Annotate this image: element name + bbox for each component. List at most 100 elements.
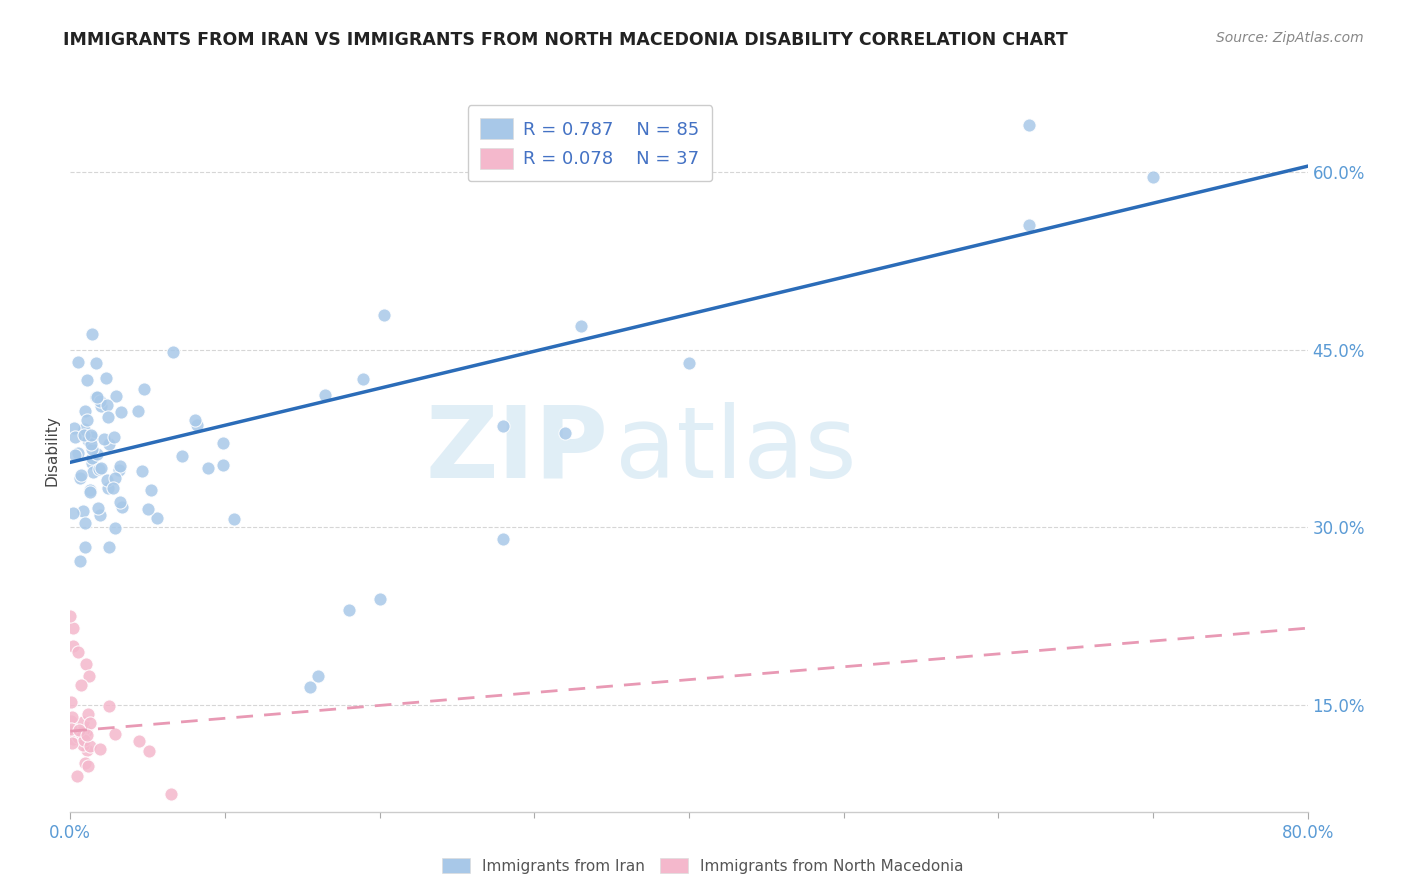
Point <box>84 356 107 370</box>
Point <box>66 446 89 460</box>
Point <box>84 390 107 404</box>
Point <box>67 645 90 659</box>
Point <box>86 447 108 461</box>
Point <box>1018 218 1040 232</box>
Point <box>62 732 84 747</box>
Point <box>59 609 82 624</box>
Point <box>67 723 90 737</box>
Legend: Immigrants from Iran, Immigrants from North Macedonia: Immigrants from Iran, Immigrants from No… <box>436 852 970 880</box>
Point <box>104 727 127 741</box>
Point <box>186 418 208 433</box>
Point <box>69 553 91 567</box>
Point <box>60 695 83 709</box>
Point <box>69 724 91 739</box>
Point <box>80 427 103 442</box>
Point <box>62 506 84 520</box>
Point <box>73 732 96 747</box>
Point <box>162 345 184 359</box>
Point <box>73 428 96 442</box>
Point <box>63 420 86 434</box>
Point <box>492 418 515 433</box>
Point <box>76 413 98 427</box>
Point <box>75 657 97 671</box>
Point <box>307 668 329 682</box>
Point <box>79 485 101 500</box>
Point <box>212 435 235 450</box>
Point <box>67 354 90 368</box>
Point <box>337 603 360 617</box>
Point <box>76 373 98 387</box>
Point <box>79 483 101 498</box>
Point <box>62 621 84 635</box>
Point <box>79 715 101 730</box>
Point <box>59 724 82 739</box>
Point <box>76 728 98 742</box>
Point <box>170 449 193 463</box>
Point <box>65 727 87 741</box>
Point <box>111 500 134 515</box>
Point <box>70 468 93 483</box>
Point <box>89 741 111 756</box>
Legend: R = 0.787    N = 85, R = 0.078    N = 37: R = 0.787 N = 85, R = 0.078 N = 37 <box>468 105 713 181</box>
Point <box>352 372 374 386</box>
Point <box>101 481 124 495</box>
Point <box>97 481 120 495</box>
Point <box>108 495 131 509</box>
Point <box>93 432 115 446</box>
Point <box>87 461 110 475</box>
Point <box>98 437 121 451</box>
Point <box>80 430 103 444</box>
Point <box>160 787 183 801</box>
Point <box>103 429 125 443</box>
Point <box>59 722 82 736</box>
Point <box>94 370 117 384</box>
Point <box>104 521 127 535</box>
Text: atlas: atlas <box>614 402 856 499</box>
Point <box>554 425 576 440</box>
Point <box>184 413 207 427</box>
Point <box>70 678 93 692</box>
Point <box>69 471 91 485</box>
Point <box>299 681 322 695</box>
Point <box>80 442 103 456</box>
Point <box>96 398 118 412</box>
Point <box>72 739 94 753</box>
Point <box>97 410 120 425</box>
Point <box>59 714 82 729</box>
Point <box>86 390 108 404</box>
Point <box>79 739 101 753</box>
Point <box>132 382 155 396</box>
Point <box>82 465 104 479</box>
Point <box>65 449 87 463</box>
Point <box>77 706 100 721</box>
Point <box>127 403 149 417</box>
Point <box>103 471 125 485</box>
Point <box>72 715 94 730</box>
Point <box>678 355 700 369</box>
Point <box>75 724 97 739</box>
Point <box>63 430 86 444</box>
Point <box>138 744 160 758</box>
Point <box>373 308 395 322</box>
Point <box>87 500 110 515</box>
Point <box>76 759 98 773</box>
Point <box>131 464 153 478</box>
Point <box>89 393 111 408</box>
Point <box>89 508 111 523</box>
Point <box>197 461 219 475</box>
Point <box>146 510 169 524</box>
Point <box>73 422 96 436</box>
Point <box>90 399 112 413</box>
Point <box>66 769 89 783</box>
Text: Source: ZipAtlas.com: Source: ZipAtlas.com <box>1216 31 1364 45</box>
Point <box>139 483 162 498</box>
Point <box>77 668 100 682</box>
Point <box>90 460 112 475</box>
Point <box>60 736 83 750</box>
Point <box>73 404 96 418</box>
Point <box>136 501 159 516</box>
Point <box>314 388 336 402</box>
Point <box>128 734 150 748</box>
Point <box>224 512 246 526</box>
Point <box>1142 169 1164 184</box>
